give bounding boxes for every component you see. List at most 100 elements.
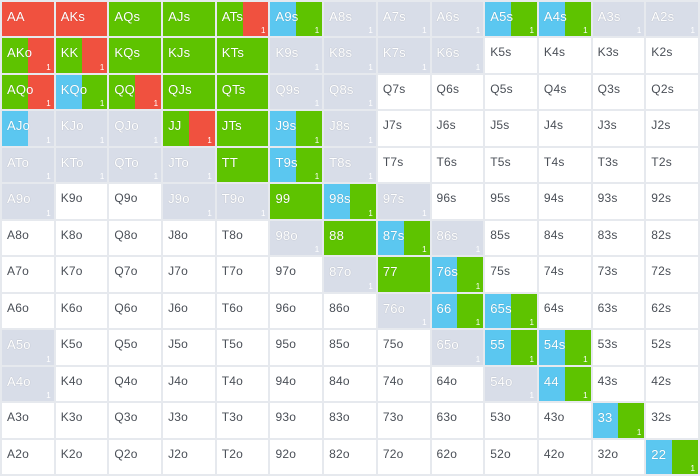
hand-cell-q8s[interactable]: Q8s 1	[324, 74, 376, 110]
hand-cell-qjs[interactable]: QJs	[163, 74, 215, 110]
hand-cell-qts[interactable]: QTs	[216, 74, 269, 110]
hand-cell-aqs[interactable]: AQs	[109, 2, 162, 37]
hand-cell-q9s[interactable]: Q9s 1	[270, 74, 323, 110]
hand-cell-95o[interactable]: 95o	[270, 330, 323, 365]
hand-cell-kjo[interactable]: KJo 1	[55, 111, 108, 146]
hand-cell-66[interactable]: 66 1	[431, 293, 484, 329]
hand-cell-t9s[interactable]: T9s 1	[270, 147, 323, 183]
hand-cell-t4s[interactable]: T4s	[538, 147, 591, 183]
hand-cell-ajo[interactable]: AJo 1	[2, 111, 54, 146]
hand-cell-94s[interactable]: 94s	[538, 184, 591, 219]
hand-cell-65s[interactable]: 65s 1	[485, 293, 537, 329]
hand-cell-kts[interactable]: KTs	[216, 38, 269, 73]
hand-cell-42s[interactable]: 42s	[646, 366, 698, 402]
hand-cell-a4s[interactable]: A4s 1	[538, 2, 591, 37]
hand-cell-qjo[interactable]: QJo 1	[109, 111, 162, 146]
hand-cell-a9s[interactable]: A9s 1	[270, 2, 323, 37]
hand-cell-64o[interactable]: 64o	[431, 366, 484, 402]
hand-cell-54o[interactable]: 54o 1	[485, 366, 537, 402]
hand-cell-q6s[interactable]: Q6s	[431, 74, 484, 110]
hand-cell-94o[interactable]: 94o	[270, 366, 323, 402]
hand-cell-a6s[interactable]: A6s 1	[431, 2, 484, 37]
hand-cell-a8o[interactable]: A8o	[2, 220, 54, 256]
hand-cell-a8s[interactable]: A8s 1	[324, 2, 376, 37]
hand-cell-55[interactable]: 55 1	[485, 330, 537, 365]
hand-cell-63o[interactable]: 63o	[431, 403, 484, 438]
hand-cell-qto[interactable]: QTo 1	[109, 147, 162, 183]
hand-cell-q2o[interactable]: Q2o	[109, 439, 162, 474]
hand-cell-ats[interactable]: ATs 1	[216, 2, 269, 37]
hand-cell-t6o[interactable]: T6o	[216, 293, 269, 329]
hand-cell-93s[interactable]: 93s	[592, 184, 645, 219]
hand-cell-75s[interactable]: 75s	[485, 257, 537, 292]
hand-cell-43s[interactable]: 43s	[592, 366, 645, 402]
hand-cell-87o[interactable]: 87o 1	[324, 257, 376, 292]
hand-cell-82o[interactable]: 82o	[324, 439, 376, 474]
hand-cell-a2s[interactable]: A2s 1	[646, 2, 698, 37]
hand-cell-k9s[interactable]: K9s 1	[270, 38, 323, 73]
hand-cell-j5s[interactable]: J5s	[485, 111, 537, 146]
hand-cell-j7s[interactable]: J7s	[377, 111, 430, 146]
hand-cell-q2s[interactable]: Q2s	[646, 74, 698, 110]
hand-cell-j9o[interactable]: J9o 1	[163, 184, 215, 219]
hand-cell-q5o[interactable]: Q5o	[109, 330, 162, 365]
hand-cell-86s[interactable]: 86s 1	[431, 220, 484, 256]
hand-cell-k4s[interactable]: K4s	[538, 38, 591, 73]
hand-cell-75o[interactable]: 75o	[377, 330, 430, 365]
hand-cell-99[interactable]: 99	[270, 184, 323, 219]
hand-cell-ako[interactable]: AKo 1	[2, 38, 54, 73]
hand-cell-t8s[interactable]: T8s 1	[324, 147, 376, 183]
hand-cell-43o[interactable]: 43o	[538, 403, 591, 438]
hand-cell-83s[interactable]: 83s	[592, 220, 645, 256]
hand-cell-j2s[interactable]: J2s	[646, 111, 698, 146]
hand-cell-a2o[interactable]: A2o	[2, 439, 54, 474]
hand-cell-k2s[interactable]: K2s	[646, 38, 698, 73]
hand-cell-97s[interactable]: 97s 1	[377, 184, 430, 219]
hand-cell-tt[interactable]: TT	[216, 147, 269, 183]
hand-cell-t4o[interactable]: T4o	[216, 366, 269, 402]
hand-cell-85o[interactable]: 85o	[324, 330, 376, 365]
hand-cell-72s[interactable]: 72s	[646, 257, 698, 292]
hand-cell-ajs[interactable]: AJs	[163, 2, 215, 37]
hand-cell-q7o[interactable]: Q7o	[109, 257, 162, 292]
hand-cell-44[interactable]: 44 1	[538, 366, 591, 402]
hand-cell-62o[interactable]: 62o	[431, 439, 484, 474]
hand-cell-kqs[interactable]: KQs	[109, 38, 162, 73]
hand-cell-98s[interactable]: 98s 1	[324, 184, 376, 219]
hand-cell-97o[interactable]: 97o	[270, 257, 323, 292]
hand-cell-k9o[interactable]: K9o	[55, 184, 108, 219]
hand-cell-a3o[interactable]: A3o	[2, 403, 54, 438]
hand-cell-84o[interactable]: 84o	[324, 366, 376, 402]
hand-cell-32s[interactable]: 32s	[646, 403, 698, 438]
hand-cell-j5o[interactable]: J5o	[163, 330, 215, 365]
hand-cell-k2o[interactable]: K2o	[55, 439, 108, 474]
hand-cell-k8s[interactable]: K8s 1	[324, 38, 376, 73]
hand-cell-85s[interactable]: 85s	[485, 220, 537, 256]
hand-cell-kk[interactable]: KK 1	[55, 38, 108, 73]
hand-cell-q5s[interactable]: Q5s	[485, 74, 537, 110]
hand-cell-98o[interactable]: 98o 1	[270, 220, 323, 256]
hand-cell-54s[interactable]: 54s 1	[538, 330, 591, 365]
hand-cell-83o[interactable]: 83o	[324, 403, 376, 438]
hand-cell-t3s[interactable]: T3s	[592, 147, 645, 183]
hand-cell-63s[interactable]: 63s	[592, 293, 645, 329]
hand-cell-q4o[interactable]: Q4o	[109, 366, 162, 402]
hand-cell-k5s[interactable]: K5s	[485, 38, 537, 73]
hand-cell-62s[interactable]: 62s	[646, 293, 698, 329]
hand-cell-k8o[interactable]: K8o	[55, 220, 108, 256]
hand-cell-jj[interactable]: JJ 1	[163, 111, 215, 146]
hand-cell-k5o[interactable]: K5o	[55, 330, 108, 365]
hand-cell-aks[interactable]: AKs	[55, 2, 108, 37]
hand-cell-64s[interactable]: 64s	[538, 293, 591, 329]
hand-cell-j4o[interactable]: J4o	[163, 366, 215, 402]
hand-cell-t8o[interactable]: T8o	[216, 220, 269, 256]
hand-cell-qq[interactable]: QQ 1	[109, 74, 162, 110]
hand-cell-42o[interactable]: 42o	[538, 439, 591, 474]
hand-cell-jto[interactable]: JTo 1	[163, 147, 215, 183]
hand-cell-t2s[interactable]: T2s	[646, 147, 698, 183]
hand-cell-k6o[interactable]: K6o	[55, 293, 108, 329]
hand-cell-j9s[interactable]: J9s 1	[270, 111, 323, 146]
hand-cell-92s[interactable]: 92s	[646, 184, 698, 219]
hand-cell-76o[interactable]: 76o 1	[377, 293, 430, 329]
hand-cell-52o[interactable]: 52o	[485, 439, 537, 474]
